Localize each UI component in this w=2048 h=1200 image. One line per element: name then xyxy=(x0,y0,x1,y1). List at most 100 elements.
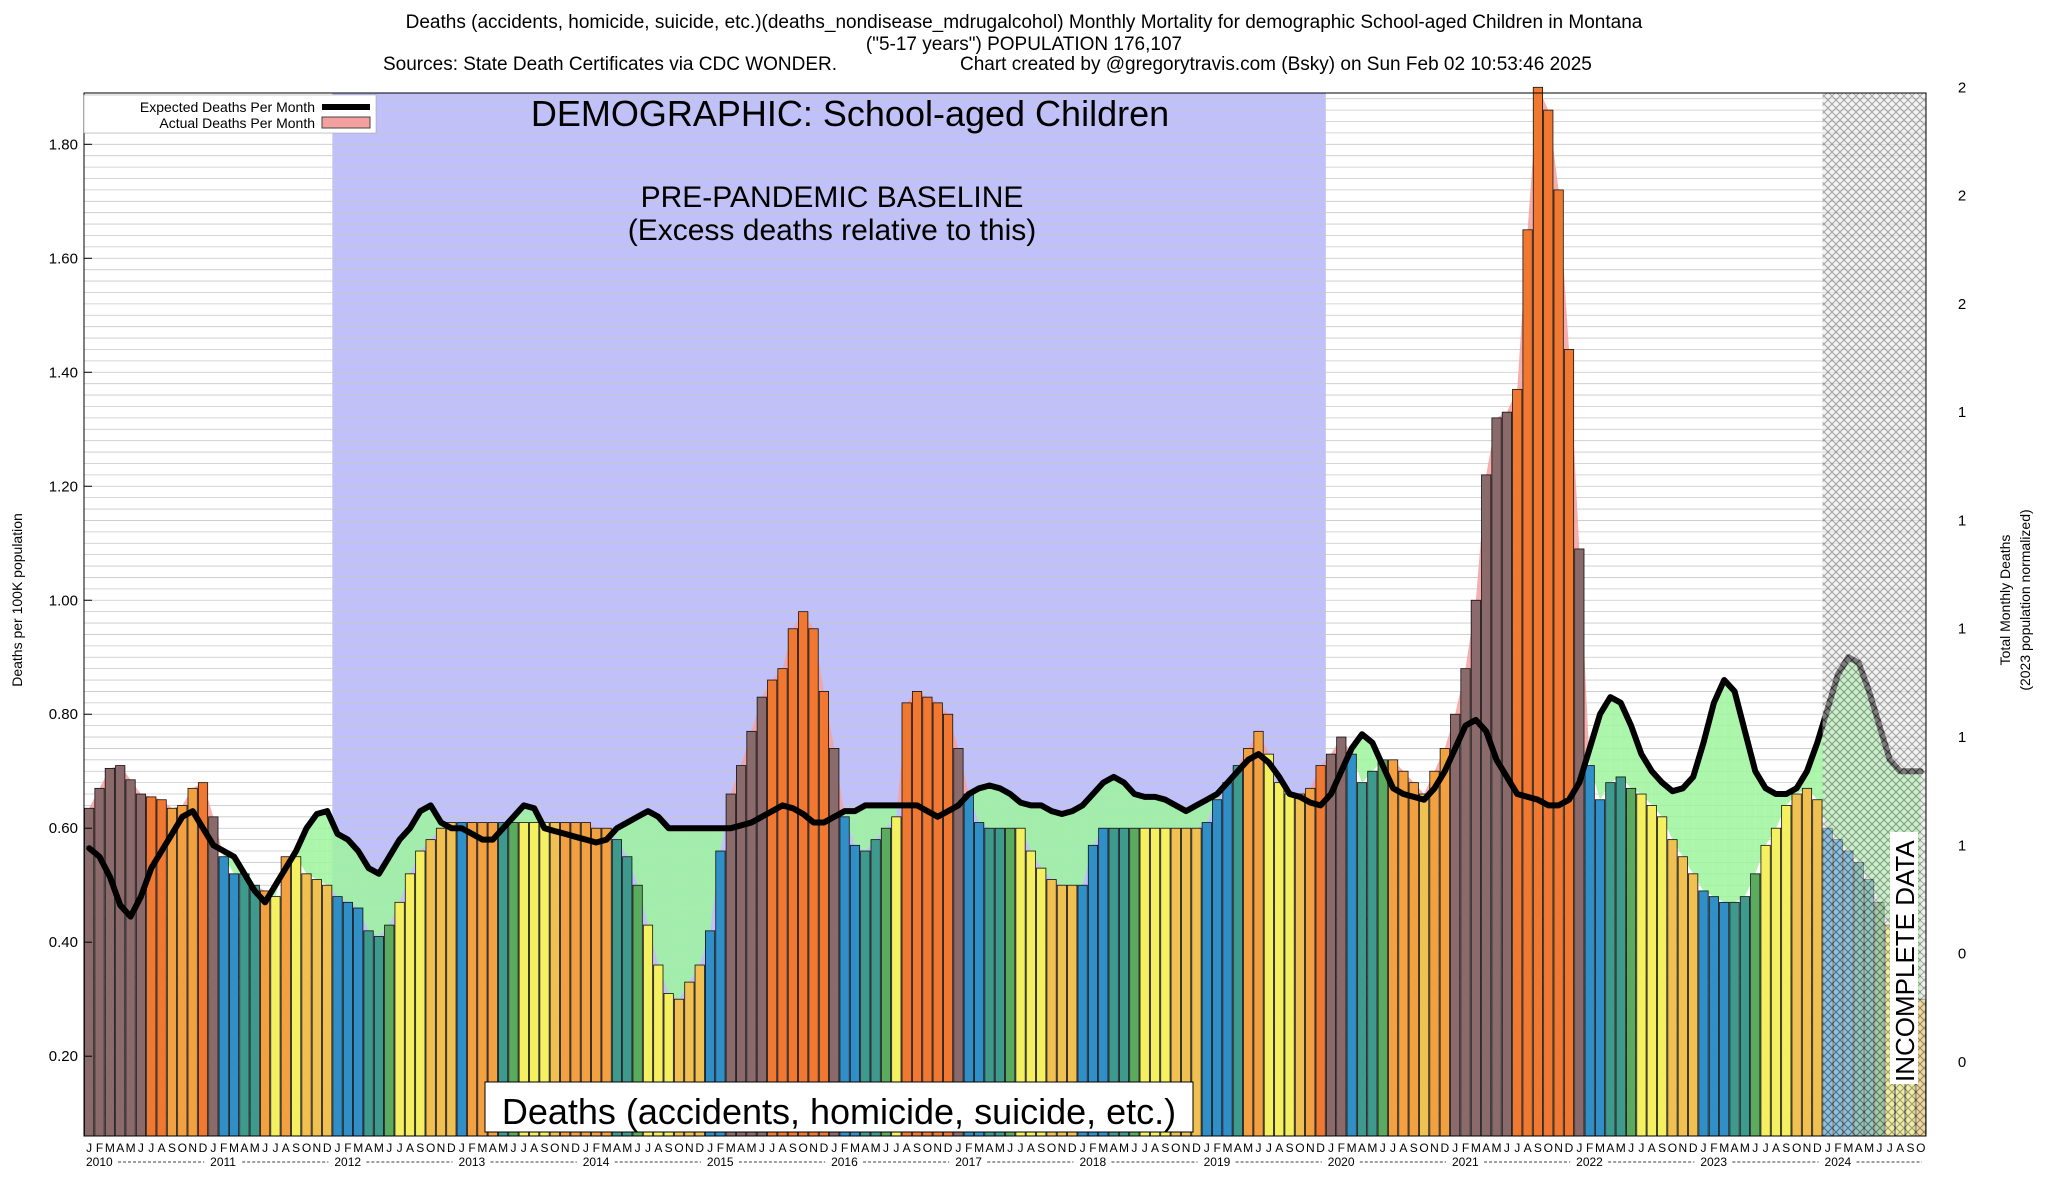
x-month-label: M xyxy=(1367,1141,1377,1155)
y2-tick-label: 0 xyxy=(1958,946,1966,963)
x-year-label: 2012 xyxy=(334,1155,361,1169)
deficit-area xyxy=(1061,811,1073,886)
x-month-label: N xyxy=(188,1141,197,1155)
x-month-label: M xyxy=(622,1141,632,1155)
actual-deaths-bar xyxy=(384,924,395,1137)
actual-deaths-bar xyxy=(1812,799,1823,1137)
x-month-label: J xyxy=(459,1141,465,1155)
x-month-label: N xyxy=(1182,1141,1191,1155)
x-month-label: J xyxy=(1638,1141,1644,1155)
expected-deaths-line xyxy=(86,654,1924,920)
actual-deaths-bar xyxy=(1605,782,1616,1137)
x-month-label: S xyxy=(1658,1141,1666,1155)
actual-deaths-bar xyxy=(777,668,788,1137)
actual-deaths-bar xyxy=(818,691,829,1137)
x-month-label: N xyxy=(1678,1141,1687,1155)
x-month-label: F xyxy=(1834,1141,1841,1155)
x-month-label: M xyxy=(1347,1141,1357,1155)
deficit-area xyxy=(1734,691,1745,903)
x-month-label: J xyxy=(148,1141,154,1155)
deficit-area xyxy=(1155,796,1166,829)
x-month-label: A xyxy=(1358,1141,1366,1155)
x-month-label: F xyxy=(344,1141,351,1155)
y-tick-label: 1.60 xyxy=(49,250,78,267)
deficit-area xyxy=(616,822,628,857)
x-month-label: J xyxy=(1752,1141,1758,1155)
x-month-label: J xyxy=(1142,1141,1148,1155)
deficit-area xyxy=(658,816,669,994)
x-month-label: O xyxy=(1295,1141,1304,1155)
incomplete-label-box xyxy=(1890,832,1918,1084)
actual-deaths-bar xyxy=(1532,86,1544,1137)
actual-deaths-bar xyxy=(808,628,819,1137)
x-year-label: 2016 xyxy=(831,1155,858,1169)
actual-deaths-bar xyxy=(1274,782,1285,1137)
actual-deaths-bar xyxy=(394,901,405,1137)
x-month-label: A xyxy=(406,1141,414,1155)
actual-deaths-bar xyxy=(1356,782,1368,1137)
x-month-label: S xyxy=(1037,1141,1045,1155)
x-month-label: D xyxy=(1689,1141,1698,1155)
y2-tick-label: 1 xyxy=(1958,621,1966,638)
actual-deaths-bar xyxy=(1294,793,1306,1137)
x-month-label: J xyxy=(893,1141,899,1155)
x-month-label: J xyxy=(645,1141,651,1155)
x-month-label: S xyxy=(1161,1141,1169,1155)
x-month-label: F xyxy=(1462,1141,1469,1155)
deficit-area xyxy=(1662,782,1673,840)
x-month-label: J xyxy=(521,1141,527,1155)
x-year-label: 2021 xyxy=(1452,1155,1479,1169)
x-month-label: D xyxy=(1192,1141,1201,1155)
actual-deaths-bar xyxy=(456,822,467,1137)
x-month-label: M xyxy=(1843,1141,1853,1155)
x-month-label: M xyxy=(374,1141,384,1155)
x-year-label: 2023 xyxy=(1700,1155,1727,1169)
x-month-label: J xyxy=(1007,1141,1013,1155)
actual-deaths-bar xyxy=(208,816,219,1137)
x-month-label: D xyxy=(1813,1141,1822,1155)
x-month-label: A xyxy=(1151,1141,1159,1155)
actual-deaths-bar xyxy=(353,907,364,1137)
x-month-label: M xyxy=(1098,1141,1108,1155)
x-month-label: A xyxy=(116,1141,124,1155)
x-month-label: J xyxy=(1390,1141,1396,1155)
y2-tick-label: 2 xyxy=(1958,296,1966,313)
x-month-label: O xyxy=(1171,1141,1180,1155)
x-month-label: O xyxy=(550,1141,559,1155)
x-month-label: F xyxy=(1213,1141,1220,1155)
x-month-label: A xyxy=(1524,1141,1532,1155)
actual-deaths-bar xyxy=(767,679,778,1137)
deficit-area xyxy=(1610,697,1621,783)
x-month-label: J xyxy=(1701,1141,1707,1155)
x-month-label: J xyxy=(1763,1141,1769,1155)
actual-deaths-bar xyxy=(291,856,302,1137)
x-month-label: A xyxy=(985,1141,993,1155)
y2-tick-label: 1 xyxy=(1958,729,1966,746)
actual-deaths-bar xyxy=(1408,782,1419,1137)
actual-deaths-bar xyxy=(322,884,333,1137)
actual-deaths-bar xyxy=(1688,873,1699,1137)
deficit-area xyxy=(337,833,348,903)
x-month-label: D xyxy=(695,1141,704,1155)
legend-swatch-actual xyxy=(321,116,371,129)
chart-title-line2: ("5-17 years") POPULATION 176,107 xyxy=(865,34,1183,55)
x-month-label: A xyxy=(1731,1141,1739,1155)
actual-deaths-bar xyxy=(1284,793,1295,1137)
x-month-label: J xyxy=(1080,1141,1086,1155)
actual-deaths-bar xyxy=(115,765,126,1137)
actual-deaths-bar xyxy=(1781,805,1792,1137)
x-month-label: J xyxy=(1887,1141,1893,1155)
x-year-label: 2019 xyxy=(1204,1155,1231,1169)
actual-deaths-bar xyxy=(829,748,840,1137)
x-month-label: A xyxy=(1648,1141,1656,1155)
x-month-label: J xyxy=(397,1141,403,1155)
actual-deaths-bar xyxy=(270,896,281,1137)
deficit-area xyxy=(979,785,990,829)
x-month-label: D xyxy=(571,1141,580,1155)
x-month-label: A xyxy=(1234,1141,1242,1155)
x-month-label: O xyxy=(799,1141,808,1155)
x-month-label: A xyxy=(613,1141,621,1155)
x-month-label: F xyxy=(1089,1141,1096,1155)
actual-deaths-bar xyxy=(311,879,322,1137)
actual-deaths-bar xyxy=(1729,901,1740,1137)
